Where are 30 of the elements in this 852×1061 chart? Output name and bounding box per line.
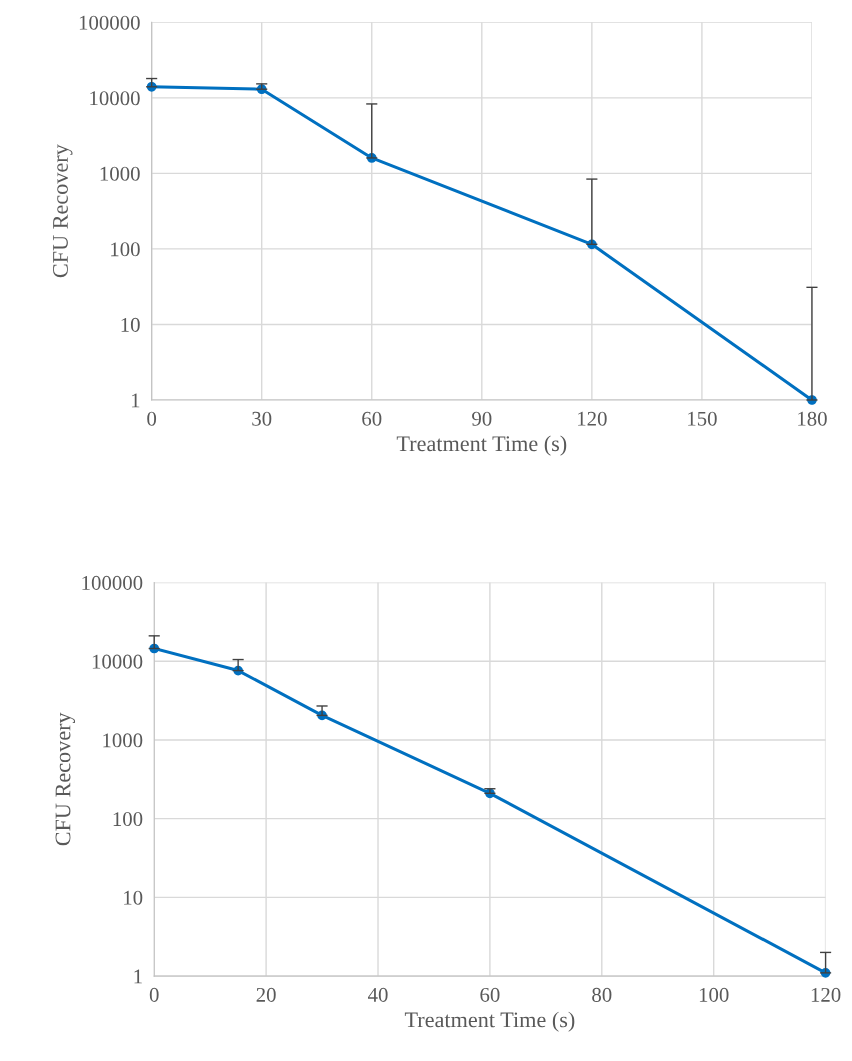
y-tick-label: 100000 (79, 15, 140, 30)
y-axis-title: CFU Recovery (55, 712, 76, 846)
y-tick-label: 100 (113, 812, 143, 827)
y-axis-title: CFU Recovery (52, 144, 73, 278)
y-tick-label: 1 (131, 393, 140, 408)
x-tick-label: 60 (480, 987, 500, 1002)
x-tick-label: 80 (592, 987, 612, 1002)
x-axis-title: Treatment Time (s) (404, 1011, 575, 1032)
y-tick-label: 10000 (92, 654, 143, 669)
x-tick-label: 150 (688, 411, 717, 426)
x-tick-label: 90 (472, 411, 492, 426)
x-tick-label: 60 (362, 411, 382, 426)
y-tick-label: 100000 (82, 575, 143, 590)
y-tick-label: 100 (111, 242, 140, 257)
y-tick-label: 10000 (90, 91, 140, 106)
y-tick-label: 10 (124, 890, 143, 905)
x-tick-label: 120 (811, 987, 841, 1002)
x-tick-label: 30 (252, 411, 272, 426)
x-tick-label: 100 (699, 987, 729, 1002)
y-tick-label: 10 (121, 317, 140, 332)
x-tick-label: 20 (256, 987, 276, 1002)
x-tick-label: 0 (149, 987, 159, 1002)
x-tick-label: 120 (578, 411, 607, 426)
y-tick-label: 1000 (103, 733, 143, 748)
y-tick-label: 1 (134, 969, 142, 984)
x-tick-label: 180 (798, 411, 827, 426)
x-tick-label: 0 (147, 411, 157, 426)
y-tick-label: 1000 (100, 166, 140, 181)
x-axis-title: Treatment Time (s) (396, 435, 567, 456)
x-tick-label: 40 (367, 987, 388, 1002)
